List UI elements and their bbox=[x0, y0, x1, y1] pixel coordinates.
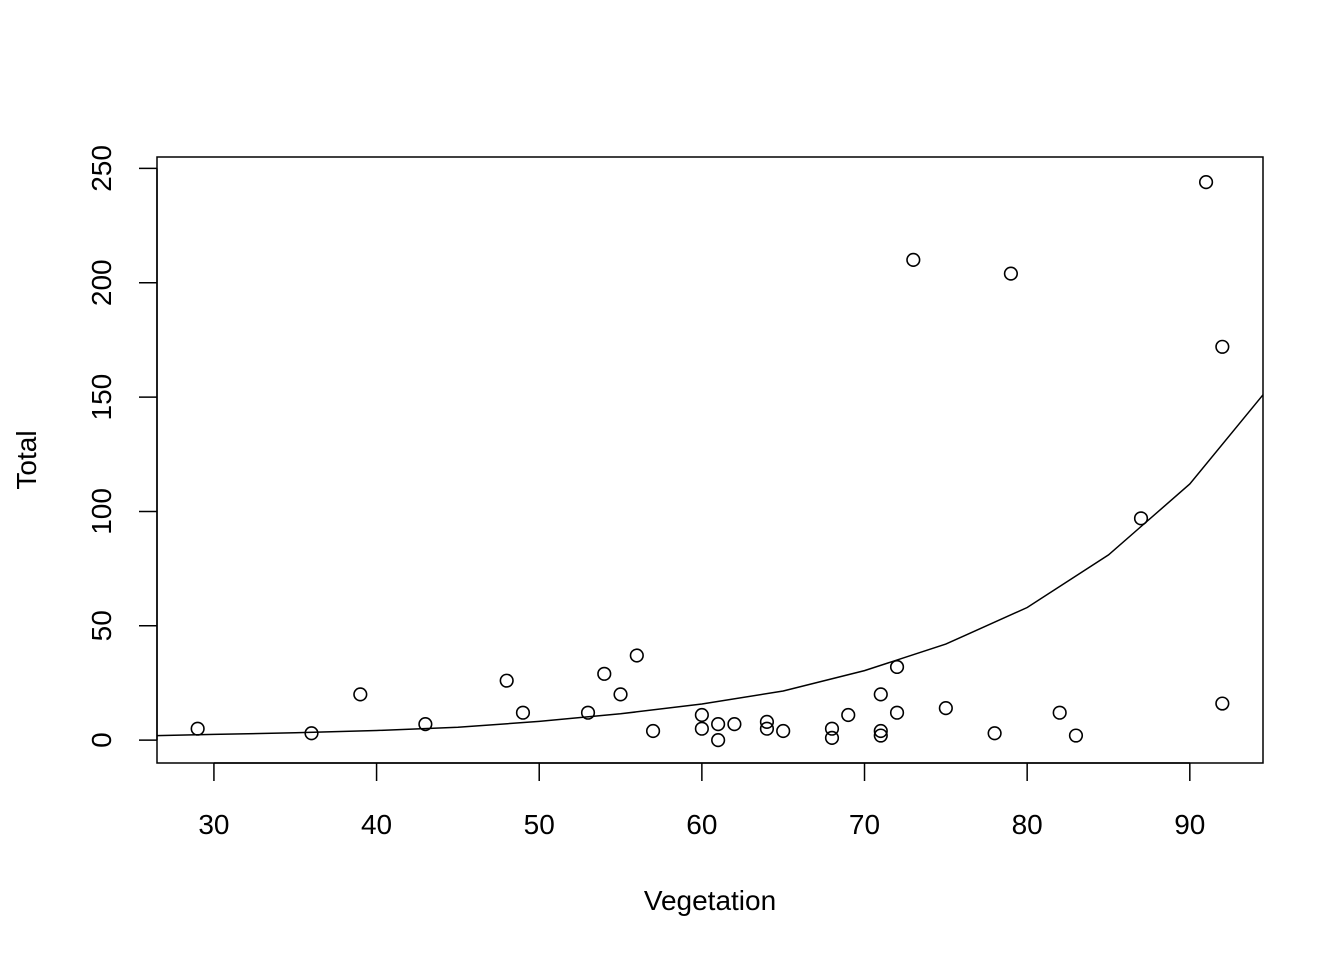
y-tick-label: 100 bbox=[86, 488, 117, 535]
data-point bbox=[873, 723, 888, 739]
data-points bbox=[190, 175, 1230, 748]
data-point bbox=[304, 726, 319, 741]
data-point bbox=[776, 723, 791, 739]
data-point bbox=[694, 721, 709, 736]
x-axis-label: Vegetation bbox=[644, 885, 776, 916]
x-tick-label: 50 bbox=[524, 809, 555, 840]
y-tick-label: 200 bbox=[86, 259, 117, 306]
y-tick-label: 0 bbox=[86, 732, 117, 748]
data-point bbox=[824, 721, 840, 736]
data-point bbox=[727, 717, 742, 732]
data-point bbox=[889, 659, 905, 675]
data-point bbox=[824, 730, 840, 745]
data-point bbox=[580, 705, 596, 720]
data-point bbox=[1133, 511, 1149, 526]
data-point bbox=[906, 252, 921, 268]
data-point bbox=[711, 733, 726, 748]
y-tick-label: 250 bbox=[86, 145, 117, 192]
data-point bbox=[841, 707, 856, 723]
x-tick-label: 30 bbox=[198, 809, 229, 840]
x-axis: 30 40 50 60 70 80 90 bbox=[198, 762, 1205, 840]
data-point bbox=[613, 687, 628, 702]
x-tick-label: 40 bbox=[361, 809, 392, 840]
data-point bbox=[938, 701, 953, 716]
data-point bbox=[873, 687, 888, 702]
y-axis-label: Total bbox=[11, 430, 42, 489]
data-point bbox=[759, 721, 775, 736]
data-point bbox=[759, 714, 775, 729]
data-point bbox=[889, 705, 905, 720]
y-tick-label: 50 bbox=[86, 610, 117, 641]
x-tick-label: 60 bbox=[686, 809, 717, 840]
data-point bbox=[1215, 696, 1230, 711]
data-point bbox=[1052, 705, 1067, 720]
y-axis: 0 50 100 150 200 250 bbox=[86, 145, 158, 748]
data-point bbox=[515, 705, 531, 720]
data-point bbox=[499, 673, 514, 688]
data-point bbox=[629, 648, 644, 663]
data-point bbox=[418, 717, 433, 732]
x-tick-label: 90 bbox=[1174, 809, 1205, 840]
data-point bbox=[645, 723, 661, 739]
data-point bbox=[1215, 339, 1230, 354]
data-point bbox=[1003, 266, 1018, 281]
data-point bbox=[987, 726, 1002, 741]
data-point bbox=[353, 687, 368, 702]
x-tick-label: 80 bbox=[1012, 809, 1043, 840]
data-point bbox=[190, 721, 205, 736]
data-point bbox=[711, 717, 726, 732]
data-point bbox=[1198, 175, 1214, 190]
data-point bbox=[873, 728, 888, 743]
x-tick-label: 70 bbox=[849, 809, 880, 840]
data-point bbox=[597, 666, 612, 681]
fitted-curve bbox=[156, 394, 1264, 737]
data-point bbox=[1068, 728, 1084, 743]
plot-frame bbox=[156, 156, 1264, 764]
y-tick-label: 150 bbox=[86, 374, 117, 421]
data-point bbox=[694, 707, 709, 723]
